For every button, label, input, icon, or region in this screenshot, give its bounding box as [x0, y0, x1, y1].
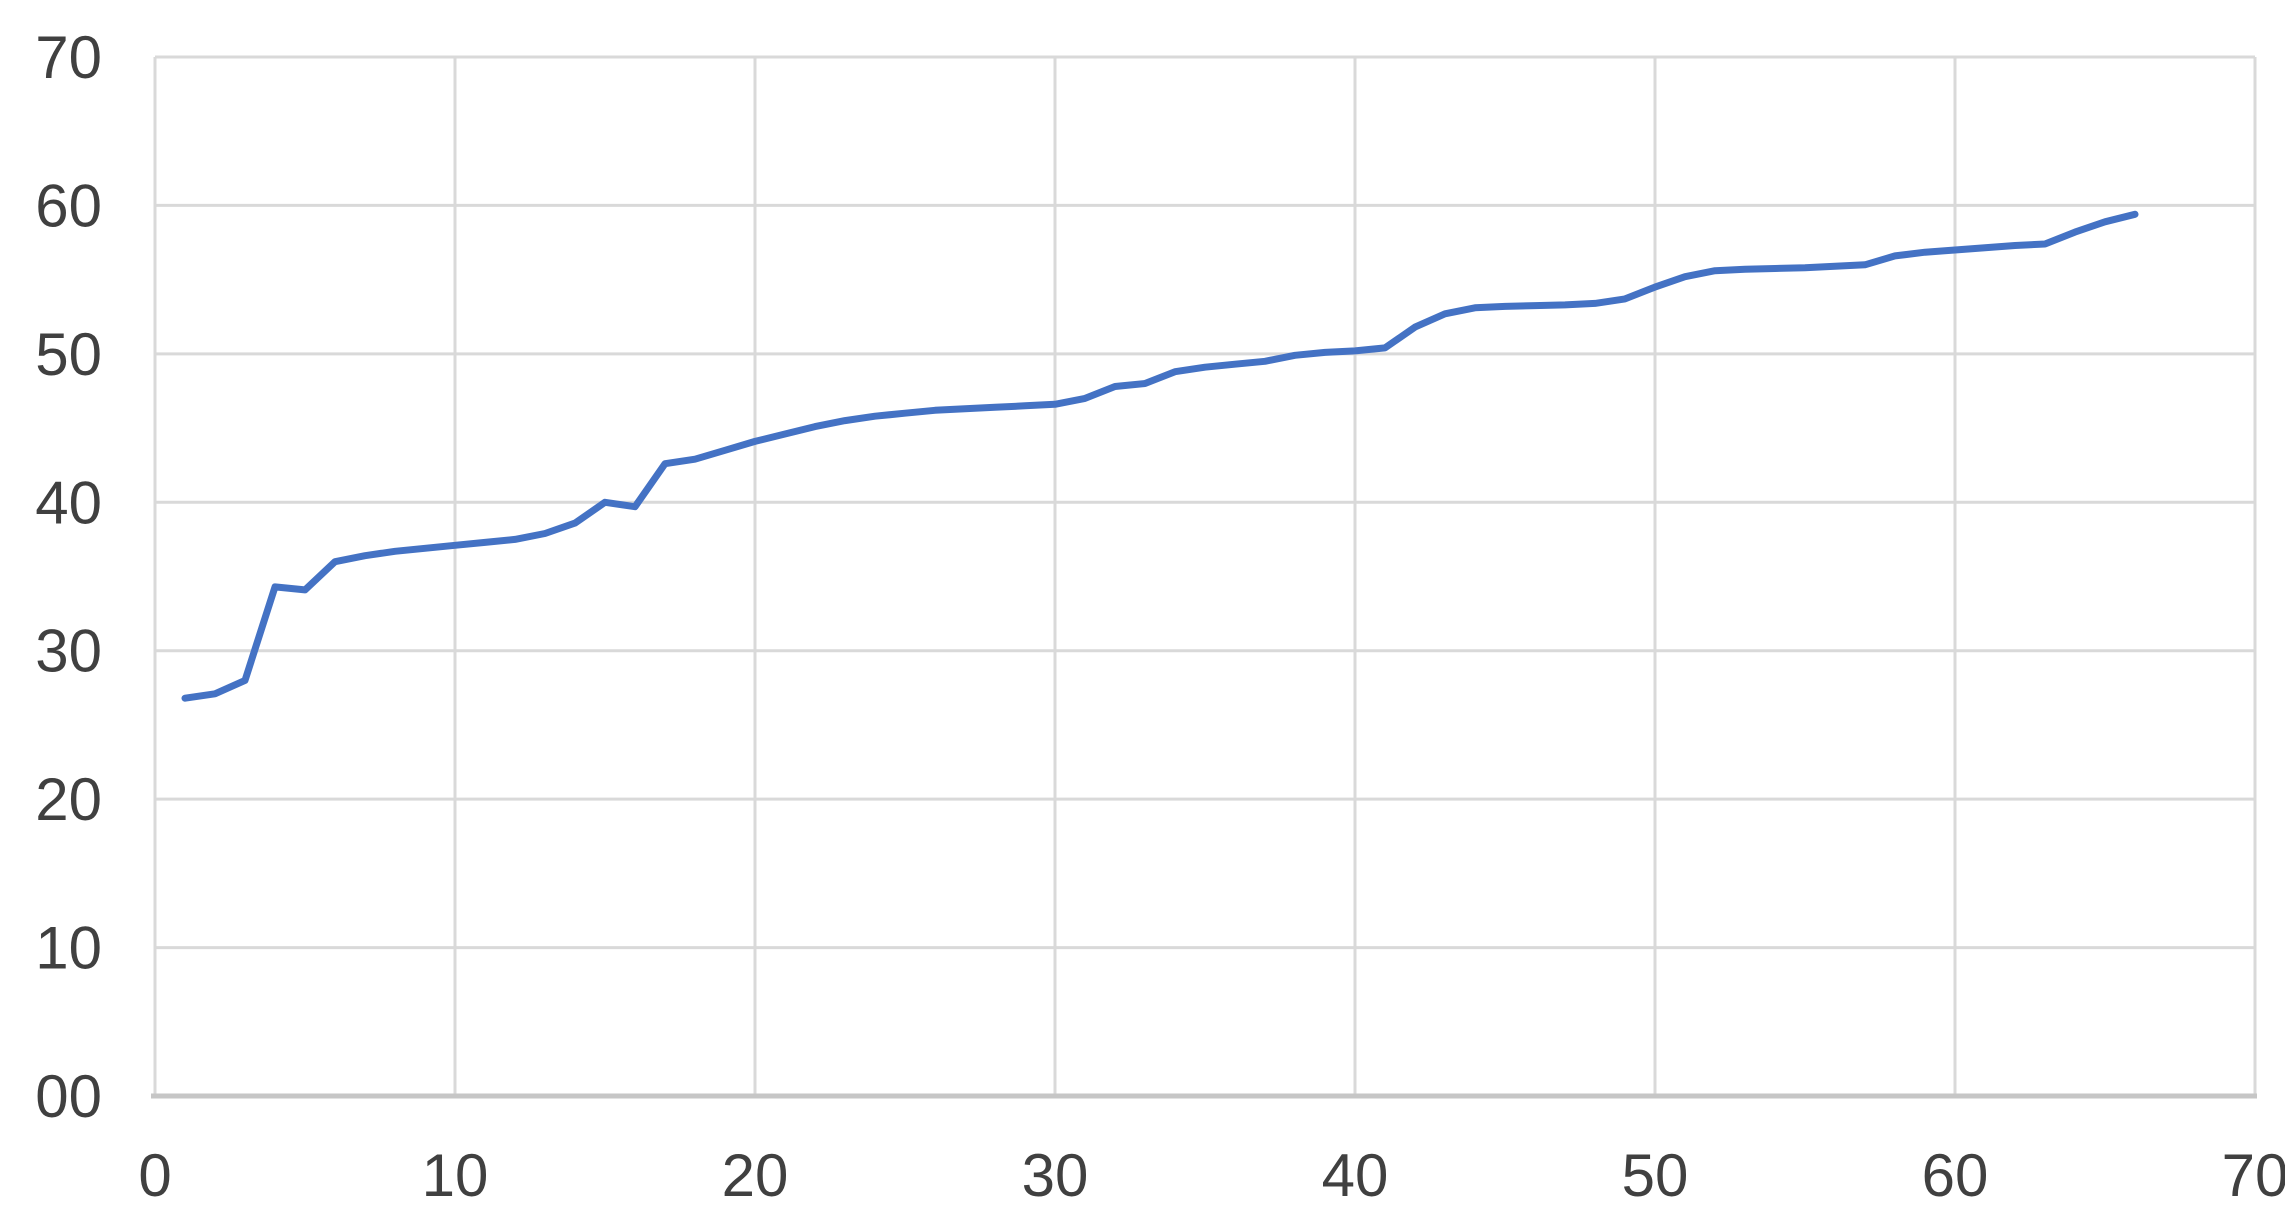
y-tick-label: 10 [35, 915, 102, 982]
y-tick-labels: 00 10 20 30 40 50 60 70 [35, 24, 102, 1130]
y-tick-label: 70 [35, 24, 102, 91]
y-tick-label: 40 [35, 469, 102, 536]
y-tick-label: 60 [35, 172, 102, 239]
x-tick-label: 20 [722, 1142, 789, 1209]
y-tick-label: 50 [35, 321, 102, 388]
series-line [181, 210, 2139, 702]
x-tick-label: 30 [1022, 1142, 1089, 1209]
x-tick-label: 10 [422, 1142, 489, 1209]
gridlines [153, 55, 2257, 1096]
x-tick-label: 0 [138, 1142, 171, 1209]
x-tick-labels: 0 10 20 30 40 50 60 70 [138, 1142, 2285, 1209]
x-tick-label: 40 [1322, 1142, 1389, 1209]
x-tick-label: 50 [1622, 1142, 1689, 1209]
x-tick-label: 60 [1922, 1142, 1989, 1209]
x-tick-label: 70 [2222, 1142, 2285, 1209]
y-tick-label: 00 [35, 1063, 102, 1130]
y-tick-label: 20 [35, 766, 102, 833]
y-tick-label: 30 [35, 618, 102, 685]
